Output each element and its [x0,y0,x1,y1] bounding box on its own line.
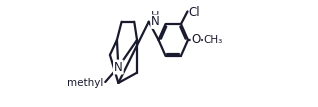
Text: H: H [151,11,159,21]
Text: CH₃: CH₃ [203,35,222,45]
Text: N: N [151,15,160,28]
Text: O: O [191,33,201,46]
Text: Cl: Cl [189,6,200,19]
Text: N: N [114,61,123,74]
Text: methyl: methyl [67,78,104,88]
